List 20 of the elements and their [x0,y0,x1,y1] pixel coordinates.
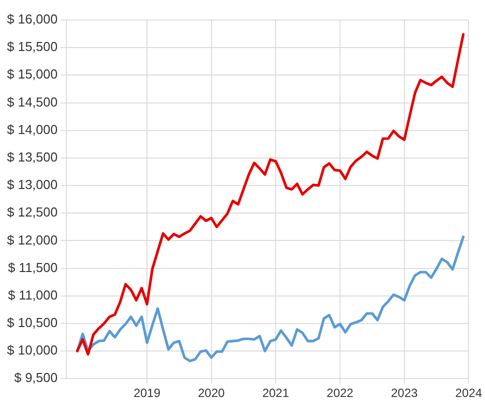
x-tick-label: 2024 [455,386,482,400]
y-tick-label: $ 9,500 [14,370,58,386]
x-tick-label: 2022 [326,386,354,400]
y-tick-label: $ 10,500 [6,315,58,330]
x-tick-label: 2023 [390,386,418,400]
x-tick-label: 2020 [198,386,226,400]
x-tick-label: 2021 [262,386,290,400]
x-tick-label: 2019 [134,386,161,400]
y-tick-label: $ 15,000 [6,66,58,82]
y-tick-label: $ 14,500 [6,94,58,110]
y-tick-label: $ 10,000 [6,342,58,358]
y-tick-label: $ 11,500 [8,260,58,275]
y-tick-label: $ 12,500 [6,204,58,220]
y-tick-label: $ 13,000 [6,177,58,192]
y-tick-label: $ 16,000 [6,12,58,27]
y-tick-label: $ 12,000 [6,232,58,248]
y-tick-label: $ 13,500 [6,150,58,164]
y-tick-label: $ 14,000 [6,122,58,137]
y-tick-label: $ 15,500 [6,39,58,54]
y-tick-label: $ 11,000 [8,287,58,302]
